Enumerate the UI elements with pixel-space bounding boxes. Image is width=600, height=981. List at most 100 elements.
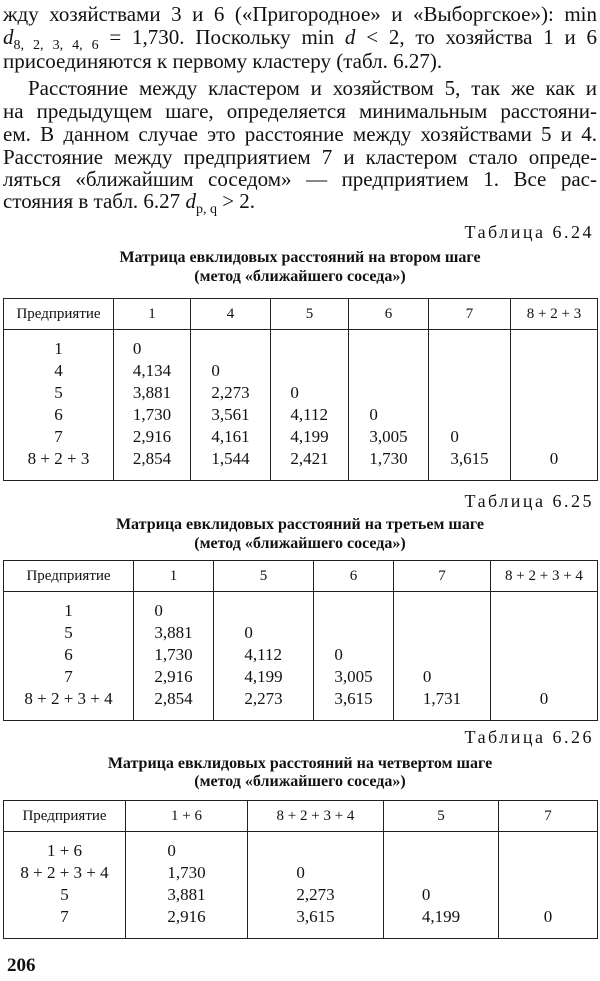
cell-value xyxy=(544,840,553,862)
cell-value: 0 xyxy=(421,885,431,904)
table-column-cell: 0 xyxy=(498,831,598,939)
cell-value xyxy=(550,338,559,360)
cell-value xyxy=(540,622,549,644)
column-values: 0 xyxy=(544,840,553,928)
cell-value xyxy=(290,360,328,382)
cell-value: 0 xyxy=(167,841,176,860)
table-column-cell: 0 4,112 4,199 2,421 xyxy=(270,329,349,481)
cell-value: 0 xyxy=(549,449,559,468)
column-header: 8 + 2 + 3 + 4 xyxy=(490,560,598,592)
cell-value: 4,199 xyxy=(421,907,461,926)
table-column-cell: 1 5 6 7 8 + 2 + 3 + 4 xyxy=(3,591,134,721)
cell-value xyxy=(244,600,282,622)
cell-value: 0 xyxy=(296,863,305,882)
text-line: Расстояние между кластером и хозяйством … xyxy=(28,76,597,100)
cell-value: 1,544 xyxy=(211,449,250,468)
row-label: 5 xyxy=(60,885,69,904)
cell-value xyxy=(296,840,334,862)
table-title: Матрица евклидовых расстояний на втором … xyxy=(119,249,481,266)
column-header: 7 xyxy=(428,298,511,330)
math-subscript: p, q xyxy=(195,202,217,217)
table-column-cell: 0 4,112 4,199 2,273 xyxy=(213,591,314,721)
cell-value xyxy=(450,338,488,360)
cell-value: 3,881 xyxy=(132,383,172,402)
text-fragment: стояния в табл. 6.27 xyxy=(3,189,186,213)
cell-value: 3,005 xyxy=(369,427,408,446)
row-label: 8 + 2 + 3 + 4 xyxy=(24,689,113,708)
cell-value: 2,273 xyxy=(211,383,250,402)
table-column-cell: 0 1,730 3,881 2,916 xyxy=(125,831,248,939)
cell-value: 4,199 xyxy=(290,427,329,446)
column-values: 0 4,112 4,199 2,273 xyxy=(244,600,282,710)
text-line: ляться «ближайшим соседом» — предприятие… xyxy=(3,167,597,191)
text-line: стояния в табл. 6.27 dp, q > 2. xyxy=(3,189,597,217)
cell-value xyxy=(290,338,328,360)
table-number: Таблица 6.26 xyxy=(464,727,594,747)
column-header: 8 + 2 + 3 xyxy=(510,298,598,330)
cell-value: 2,854 xyxy=(154,689,193,708)
column-values: 0 4,199 xyxy=(422,840,460,928)
column-values: 0 1,731 xyxy=(423,600,461,710)
math-d: d xyxy=(3,25,14,49)
cell-value: 0 xyxy=(334,645,343,664)
table-column-cell: 1 4 5 6 7 8 + 2 + 3 xyxy=(3,329,114,481)
table-column-cell: 0 3,615 xyxy=(428,329,511,481)
table-number: Таблица 6.24 xyxy=(464,222,594,242)
table-title: (метод «ближайшего соседа») xyxy=(194,773,406,790)
cell-value: 3,615 xyxy=(450,449,489,468)
cell-value: 3,615 xyxy=(334,689,373,708)
table-column-cell: 0 3,005 1,730 xyxy=(348,329,429,481)
cell-value: 0 xyxy=(211,361,220,380)
cell-value: 0 xyxy=(132,339,142,358)
cell-value xyxy=(369,382,407,404)
column-values: 0 4,134 3,881 1,730 2,916 2,854 xyxy=(133,338,171,470)
text-fragment: < 2, то хозяйства 1 и 6 xyxy=(355,25,598,49)
cell-value: 3,881 xyxy=(154,623,193,642)
cell-value xyxy=(211,338,249,360)
cell-value: 3,881 xyxy=(167,885,206,904)
column-values: 0 xyxy=(550,338,559,470)
column-values: 0 3,005 1,730 xyxy=(369,338,407,470)
cell-value xyxy=(550,404,559,426)
math-d: d xyxy=(185,189,196,213)
cell-value xyxy=(544,862,553,884)
text-fragment: > 2. xyxy=(216,189,256,213)
cell-value: 0 xyxy=(543,907,553,926)
column-values: 0 1,730 3,881 2,916 xyxy=(167,840,205,928)
column-header: 5 xyxy=(270,298,349,330)
cell-value xyxy=(540,644,549,666)
row-label: 5 xyxy=(64,623,73,642)
column-header: 7 xyxy=(393,560,491,592)
cell-value: 3,561 xyxy=(211,405,250,424)
column-values: 0 xyxy=(540,600,549,710)
column-header: 5 xyxy=(213,560,314,592)
cell-value xyxy=(540,666,549,688)
text-fragment: = 1,730. Поскольку min xyxy=(98,25,345,49)
column-header: 5 xyxy=(383,800,499,832)
text-line: d8, 2, 3, 4, 6 = 1,730. Поскольку min d … xyxy=(3,25,598,53)
column-values: 0 2,273 3,615 xyxy=(296,840,334,928)
math-d: d xyxy=(344,25,356,49)
text-line: присоединяются к первому кластеру (табл.… xyxy=(3,49,443,73)
cell-value: 1,730 xyxy=(167,863,206,882)
table-column-cell: 0 2,273 3,561 4,161 1,544 xyxy=(190,329,271,481)
cell-value: 2,916 xyxy=(132,427,172,446)
column-header: 8 + 2 + 3 + 4 xyxy=(247,800,384,832)
table-column-cell: 1 + 6 8 + 2 + 3 + 4 5 7 xyxy=(3,831,126,939)
cell-value: 2,421 xyxy=(290,449,329,468)
cell-value: 2,916 xyxy=(167,907,206,926)
cell-value: 0 xyxy=(290,383,299,402)
cell-value xyxy=(422,840,460,862)
row-label: 1 + 6 xyxy=(46,841,83,860)
cell-value: 4,112 xyxy=(244,645,282,664)
cell-value: 1,730 xyxy=(154,645,193,664)
cell-value xyxy=(540,600,549,622)
column-header: 1 xyxy=(133,560,214,592)
cell-value xyxy=(423,644,461,666)
row-label: 7 xyxy=(64,667,73,686)
cell-value xyxy=(423,622,461,644)
text-line: ем. В данном случае это расстояние между… xyxy=(3,122,597,146)
table-body-row: 1 4 5 6 7 8 + 2 + 3 0 4,134 3,881 1,730 2,916 2,854… xyxy=(3,329,598,481)
